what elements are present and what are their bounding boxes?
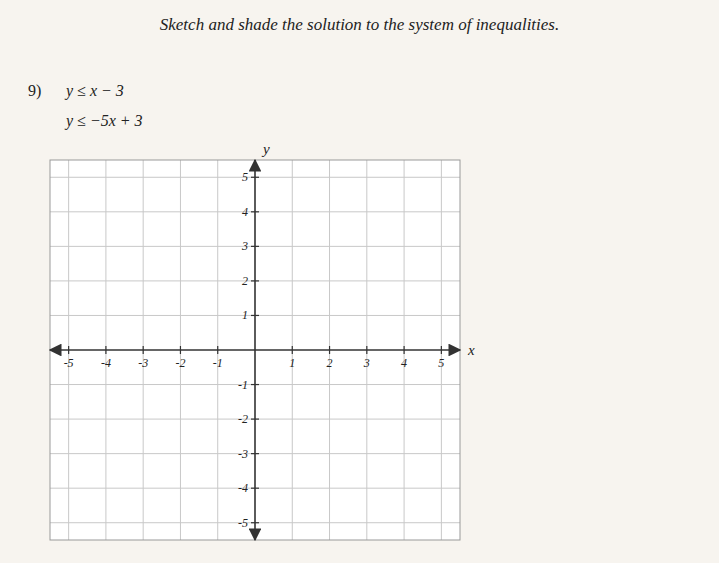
grid-line-y (50, 453, 460, 454)
grid-line-x (217, 160, 218, 540)
y-tick (251, 418, 259, 419)
chart-container: Sketch and shade the solution to the sys… (0, 0, 719, 563)
x-tick (403, 346, 404, 354)
inequality: y ≤ −5x + 3 (64, 112, 143, 130)
y-tick-label: 2 (242, 274, 248, 288)
x-tick (68, 346, 69, 354)
grid-line-y (50, 177, 460, 178)
inequality: y ≤ x − 3 (64, 82, 124, 100)
title: Sketch and shade the solution to the sys… (160, 15, 559, 34)
x-tick (180, 346, 181, 354)
y-tick-label: -5 (238, 516, 248, 530)
grid-line-y (50, 246, 460, 247)
y-tick (251, 211, 259, 212)
grid-line-y (50, 315, 460, 316)
plot-frame (50, 160, 460, 540)
x-tick-label: 1 (289, 356, 295, 370)
y-tick (251, 522, 259, 523)
grid-line-x (180, 160, 181, 540)
problem-number: 9) (28, 82, 41, 100)
y-tick-label: 5 (242, 170, 248, 184)
grid-line-y (50, 280, 460, 281)
y-tick (251, 177, 259, 178)
grid-line-y (50, 211, 460, 212)
grid-line-y (50, 419, 460, 420)
y-tick-label: -2 (238, 412, 248, 426)
grid-line-x (68, 160, 69, 540)
y-axis (254, 160, 256, 540)
y-tick-label: -1 (238, 378, 248, 392)
y-tick (251, 315, 259, 316)
x-tick-label: 4 (401, 356, 407, 370)
plot-area (50, 160, 460, 540)
y-tick-label: 3 (241, 239, 248, 253)
grid-line-x (441, 160, 442, 540)
x-tick (292, 346, 293, 354)
y-axis-label: y (261, 141, 270, 157)
grid-line-y (50, 384, 460, 385)
x-axis-label: x (467, 342, 475, 358)
x-tick-label: -4 (101, 356, 111, 370)
grid-line-x (143, 160, 144, 540)
x-tick-label: -5 (64, 356, 74, 370)
grid-line-x (329, 160, 330, 540)
grid-line-x (292, 160, 293, 540)
grid-line-x (105, 160, 106, 540)
y-tick (251, 280, 259, 281)
y-tick-label: 1 (242, 308, 248, 322)
x-tick-label: 2 (327, 356, 333, 370)
x-tick (366, 346, 367, 354)
x-tick (217, 346, 218, 354)
grid (50, 160, 460, 540)
y-tick (251, 488, 259, 489)
x-tick (441, 346, 442, 354)
y-tick (251, 453, 259, 454)
plot-background (50, 160, 460, 540)
x-tick-label: -3 (138, 356, 148, 370)
grid-line-x (404, 160, 405, 540)
y-tick (251, 384, 259, 385)
grid-line-y (50, 488, 460, 489)
x-tick-label: -1 (213, 356, 223, 370)
x-tick-label: 5 (438, 356, 444, 370)
y-tick (251, 246, 259, 247)
chart: Sketch and shade the solution to the sys… (0, 0, 719, 563)
x-tick (329, 346, 330, 354)
grid-line-y (50, 522, 460, 523)
x-tick-label: -2 (175, 356, 185, 370)
x-tick-label: 3 (363, 356, 370, 370)
y-tick-label: -3 (238, 447, 248, 461)
grid-line-x (366, 160, 367, 540)
x-tick (143, 346, 144, 354)
y-tick-label: 4 (242, 205, 248, 219)
x-tick (105, 346, 106, 354)
y-tick-label: -4 (238, 481, 248, 495)
